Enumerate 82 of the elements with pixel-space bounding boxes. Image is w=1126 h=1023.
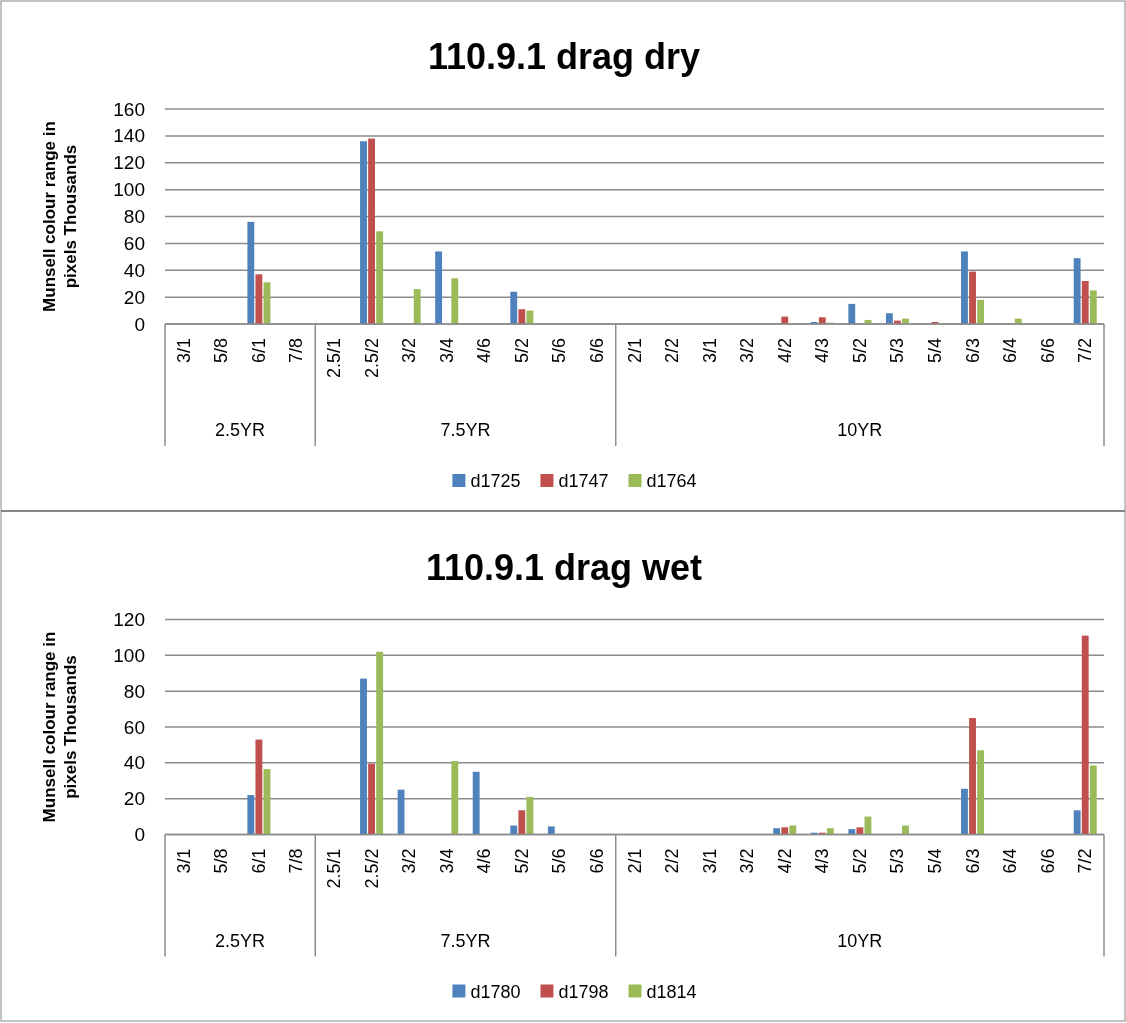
x-tick-label: 6/6 bbox=[586, 848, 607, 874]
x-tick-label: 2/1 bbox=[624, 338, 645, 364]
x-tick-label: 5/6 bbox=[549, 848, 570, 874]
x-tick-label: 6/1 bbox=[248, 338, 269, 364]
y-tick-label: 40 bbox=[123, 752, 145, 774]
chart-title: 110.9.1 drag wet bbox=[425, 546, 703, 588]
y-tick-label: 80 bbox=[123, 206, 145, 228]
y-tick-label: 60 bbox=[123, 716, 145, 738]
y-tick-label: 0 bbox=[134, 824, 145, 846]
x-tick-label: 6/6 bbox=[586, 338, 607, 364]
x-tick-label: 6/6 bbox=[1037, 848, 1058, 874]
x-tick-label: 6/1 bbox=[248, 848, 269, 874]
y-tick-label: 120 bbox=[113, 609, 145, 631]
x-tick-label: 2/1 bbox=[624, 848, 645, 874]
x-tick-label: 2.5/2 bbox=[361, 338, 382, 379]
x-tick-label: 7/8 bbox=[286, 338, 307, 364]
x-tick-label: 7/2 bbox=[1075, 848, 1096, 874]
x-tick-label: 4/2 bbox=[774, 338, 795, 364]
legend-label: d1798 bbox=[558, 981, 609, 1002]
legend-label: d1814 bbox=[646, 981, 697, 1002]
x-tick-label: 3/2 bbox=[737, 848, 758, 874]
x-tick-label: 3/1 bbox=[699, 338, 720, 364]
x-tick-label: 5/6 bbox=[549, 338, 570, 364]
x-tick-label: 5/8 bbox=[211, 338, 232, 364]
text: 10YR bbox=[837, 930, 883, 951]
y-tick-label: 60 bbox=[123, 232, 145, 254]
legend-label: d1780 bbox=[470, 981, 521, 1002]
text: 10YR bbox=[837, 420, 883, 440]
x-tick-label: 6/3 bbox=[962, 338, 983, 364]
x-tick-label: 4/6 bbox=[474, 848, 495, 874]
x-tick-label: 3/4 bbox=[436, 338, 457, 364]
chart-title: 110.9.1 drag dry bbox=[427, 36, 701, 77]
x-tick-label: 5/2 bbox=[511, 848, 532, 874]
y-tick-label: 120 bbox=[113, 152, 145, 174]
x-tick-label: 3/4 bbox=[436, 848, 457, 874]
x-tick-label: 2.5/1 bbox=[324, 848, 345, 889]
y-tick-label: 140 bbox=[113, 125, 145, 147]
x-tick-label: 3/2 bbox=[737, 338, 758, 364]
x-tick-label: 5/3 bbox=[887, 338, 908, 364]
x-tick-label: 4/3 bbox=[812, 338, 833, 364]
x-tick-label: 4/2 bbox=[774, 848, 795, 874]
legend-label: d1764 bbox=[646, 471, 697, 491]
x-tick-label: 6/6 bbox=[1037, 338, 1058, 364]
x-tick-label: 3/2 bbox=[399, 848, 420, 874]
x-tick-label: 3/1 bbox=[173, 848, 194, 874]
text: 2.5YR bbox=[215, 420, 266, 440]
x-tick-label: 5/4 bbox=[924, 338, 945, 364]
x-tick-label: 5/2 bbox=[849, 848, 870, 874]
x-tick-label: 7/8 bbox=[286, 848, 307, 874]
x-tick-label: 5/8 bbox=[211, 848, 232, 874]
x-tick-label: 7/2 bbox=[1075, 338, 1096, 364]
x-tick-label: 4/6 bbox=[474, 338, 495, 364]
legend-label: d1747 bbox=[558, 471, 609, 491]
x-tick-label: 6/4 bbox=[1000, 848, 1021, 874]
y-axis-title: Munsell colour range in pixels Thousands bbox=[40, 121, 80, 312]
x-tick-label: 5/2 bbox=[849, 338, 870, 364]
y-tick-label: 80 bbox=[123, 680, 145, 702]
y-tick-label: 100 bbox=[113, 644, 145, 666]
y-tick-label: 100 bbox=[113, 179, 145, 201]
x-tick-label: 6/4 bbox=[1000, 338, 1021, 364]
x-tick-label: 3/1 bbox=[699, 848, 720, 874]
x-tick-label: 2.5/2 bbox=[361, 848, 382, 889]
x-tick-label: 4/3 bbox=[812, 848, 833, 874]
y-axis-title: Munsell colour range in pixels Thousands bbox=[40, 631, 80, 823]
y-tick-label: 20 bbox=[123, 286, 145, 308]
x-tick-label: 5/3 bbox=[887, 848, 908, 874]
x-tick-label: 2/2 bbox=[662, 848, 683, 874]
x-tick-label: 3/1 bbox=[173, 338, 194, 364]
text: 7.5YR bbox=[440, 930, 491, 951]
x-tick-label: 2.5/1 bbox=[324, 338, 345, 379]
x-tick-label: 6/3 bbox=[962, 848, 983, 874]
text: 7.5YR bbox=[440, 420, 491, 440]
y-tick-label: 20 bbox=[123, 788, 145, 810]
y-tick-label: 40 bbox=[123, 259, 145, 281]
x-tick-label: 2/2 bbox=[662, 338, 683, 364]
y-tick-label: 160 bbox=[113, 98, 145, 120]
legend-label: d1725 bbox=[470, 471, 521, 491]
text: 2.5YR bbox=[215, 930, 266, 951]
y-tick-label: 0 bbox=[134, 313, 145, 335]
x-tick-label: 5/4 bbox=[924, 848, 945, 874]
x-tick-label: 5/2 bbox=[511, 338, 532, 364]
x-tick-label: 3/2 bbox=[399, 338, 420, 364]
